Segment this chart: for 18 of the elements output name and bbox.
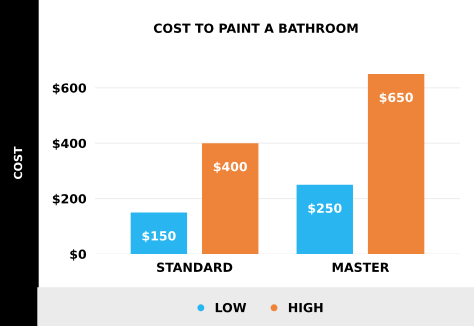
legend-label: LOW xyxy=(216,302,246,312)
data-label: $650 xyxy=(380,92,413,104)
y-axis-title: COST xyxy=(14,146,22,180)
data-label: $150 xyxy=(142,230,176,242)
bar xyxy=(296,184,353,254)
data-label: $250 xyxy=(308,203,342,215)
bar xyxy=(368,74,424,254)
y-tick-label: $400 xyxy=(52,138,86,150)
x-tick-label: MASTER xyxy=(332,262,390,272)
legend-label: HIGH xyxy=(288,302,322,312)
y-tick-label: $200 xyxy=(52,194,86,206)
y-tick-label: $0 xyxy=(70,249,86,261)
y-tick-label: $600 xyxy=(52,83,86,94)
chart-title: COST TO PAINT A BATHROOM xyxy=(154,24,358,33)
bar xyxy=(130,212,188,254)
data-label: $400 xyxy=(214,162,248,174)
bar xyxy=(202,143,258,254)
x-tick-label: STANDARD xyxy=(157,262,232,272)
